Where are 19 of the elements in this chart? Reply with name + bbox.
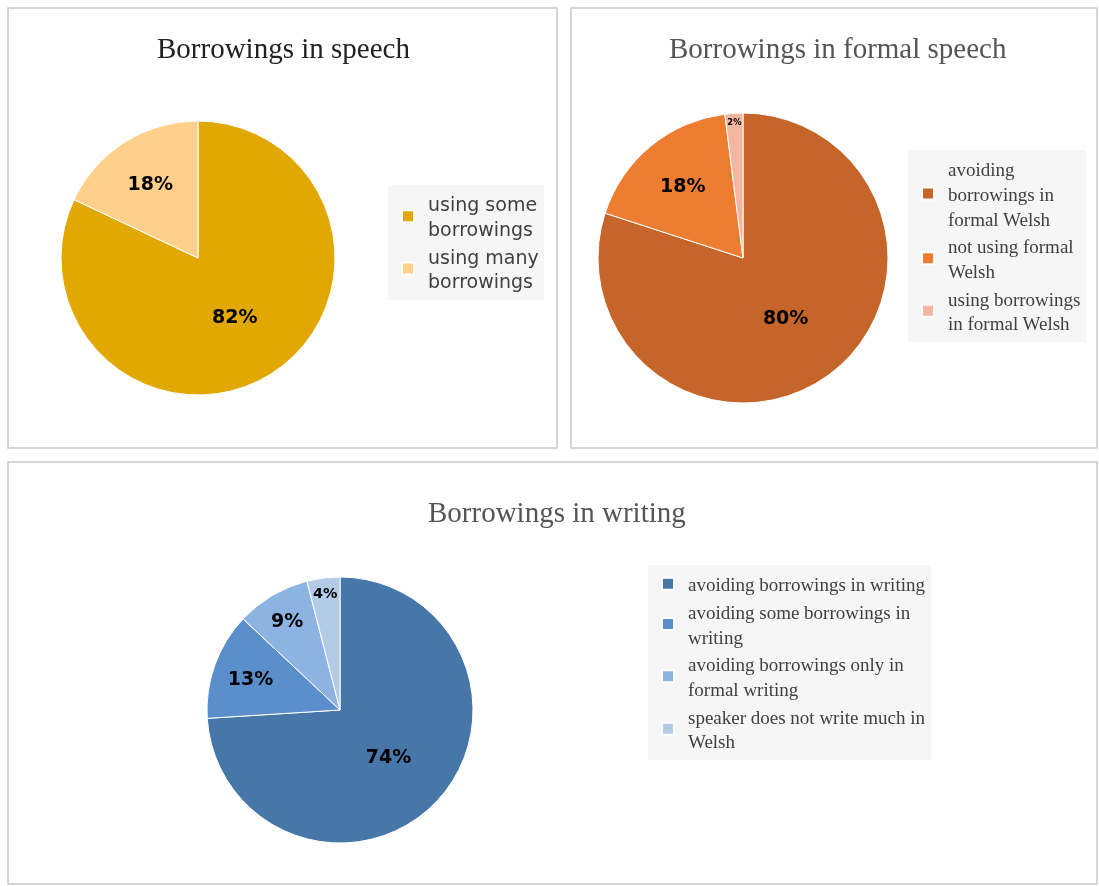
legend-label: using many borrowings bbox=[428, 245, 539, 293]
pie-slice bbox=[206, 576, 474, 844]
legend-label: avoiding borrowings in writing bbox=[688, 574, 926, 596]
data-label: 18% bbox=[660, 174, 706, 197]
data-label: 74% bbox=[365, 744, 412, 767]
data-label: 2% bbox=[727, 116, 743, 127]
data-label: 80% bbox=[762, 305, 809, 328]
chart-title: Borrowings in writing bbox=[428, 496, 686, 528]
data-label: 9% bbox=[270, 609, 304, 632]
legend-label: using borrowings in formal Welsh bbox=[948, 288, 1081, 335]
chart-title: Borrowings in formal speech bbox=[669, 32, 1007, 64]
pie-slice bbox=[60, 120, 336, 396]
data-label: 82% bbox=[211, 304, 258, 327]
data-label: 13% bbox=[227, 666, 274, 689]
data-label: 4% bbox=[312, 585, 338, 602]
data-label: 18% bbox=[127, 171, 173, 194]
pie-slice bbox=[597, 112, 889, 404]
legend-label: speaker does not write much in Welsh bbox=[688, 706, 926, 753]
chart-title: Borrowings in speech bbox=[157, 32, 411, 64]
